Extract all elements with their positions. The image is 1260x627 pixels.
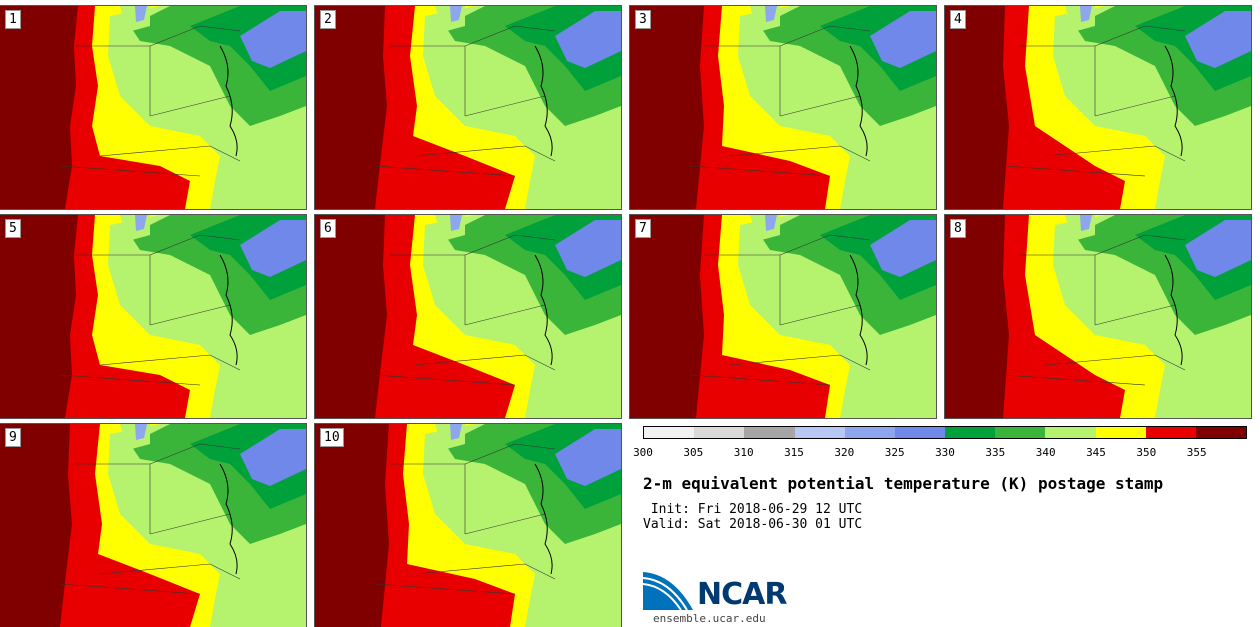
valid-time: Valid: Sat 2018-06-30 01 UTC xyxy=(643,517,863,532)
init-time: Init: Fri 2018-06-29 12 UTC xyxy=(643,502,863,517)
colorbar-tick-label: 320 xyxy=(834,446,855,459)
colorbar-tick-label: 315 xyxy=(784,446,804,459)
ensemble-member-map-panel: 7 xyxy=(629,214,937,419)
colorbar-tick-label: 310 xyxy=(733,446,754,459)
theta-e-map xyxy=(315,424,621,627)
colorbar-tick-label: 300 xyxy=(633,446,653,459)
colorbar-segment xyxy=(694,427,745,438)
theta-e-map xyxy=(945,6,1251,209)
panel-number-label: 8 xyxy=(950,219,966,238)
panel-number-label: 9 xyxy=(5,428,21,447)
panel-number-label: 2 xyxy=(320,10,336,29)
ensemble-member-map-panel: 8 xyxy=(944,214,1252,419)
theta-e-map xyxy=(0,215,306,418)
ensemble-member-map-panel: 9 xyxy=(0,423,307,627)
ensemble-member-map-panel: 4 xyxy=(944,5,1252,210)
theta-e-map xyxy=(630,6,936,209)
panel-number-label: 4 xyxy=(950,10,966,29)
ensemble-member-map-panel: 10 xyxy=(314,423,622,627)
colorbar-segment xyxy=(1045,427,1096,438)
colorbar-tick-label: 355 xyxy=(1186,446,1207,459)
panel-number-label: 5 xyxy=(5,219,21,238)
ncar-logo-icon xyxy=(643,572,693,611)
colorbar-segment xyxy=(1195,427,1247,438)
panel-number-label: 3 xyxy=(635,10,651,29)
theta-e-map xyxy=(945,215,1251,418)
colorbar-segment xyxy=(1145,427,1196,438)
colorbar-segment xyxy=(995,427,1046,438)
colorbar-segment xyxy=(1095,427,1146,438)
colorbar-segment xyxy=(644,427,695,438)
colorbar-segment xyxy=(744,427,795,438)
colorbar-tick-label: 325 xyxy=(884,446,905,459)
colorbar-segment xyxy=(945,427,996,438)
colorbar-tick-label: 335 xyxy=(985,446,1006,459)
theta-e-map xyxy=(315,215,621,418)
panel-number-label: 1 xyxy=(5,10,21,29)
logo-text: NCAR xyxy=(697,577,787,612)
colorbar-tick-label: 305 xyxy=(683,446,704,459)
panel-number-label: 6 xyxy=(320,219,336,238)
colorbar-tick-labels: 300 305 310 315 320 325 330 335 340 345 350 355 xyxy=(633,446,1247,460)
theta-e-map xyxy=(630,215,936,418)
colorbar-tick-label: 345 xyxy=(1086,446,1106,459)
theta-e-map xyxy=(0,6,306,209)
colorbar-segment xyxy=(794,427,845,438)
ensemble-member-map-panel: 6 xyxy=(314,214,622,419)
colorbar-tick-label: 330 xyxy=(935,446,955,459)
ensemble-member-map-panel: 2 xyxy=(314,5,622,210)
panel-number-label: 10 xyxy=(320,428,344,447)
colorbar-tick-label: 350 xyxy=(1136,446,1157,459)
website-url: ensemble.ucar.edu xyxy=(653,612,766,625)
figure-title: 2-m equivalent potential temperature (K)… xyxy=(643,474,1164,493)
panel-number-label: 7 xyxy=(635,219,651,238)
ensemble-member-map-panel: 1 xyxy=(0,5,307,210)
colorbar xyxy=(643,426,1247,439)
theta-e-map xyxy=(0,424,306,627)
colorbar-segment xyxy=(844,427,895,438)
colorbar-segment xyxy=(894,427,946,438)
colorbar-tick-label: 340 xyxy=(1035,446,1056,459)
ensemble-member-map-panel: 5 xyxy=(0,214,307,419)
theta-e-map xyxy=(315,6,621,209)
ensemble-member-map-panel: 3 xyxy=(629,5,937,210)
